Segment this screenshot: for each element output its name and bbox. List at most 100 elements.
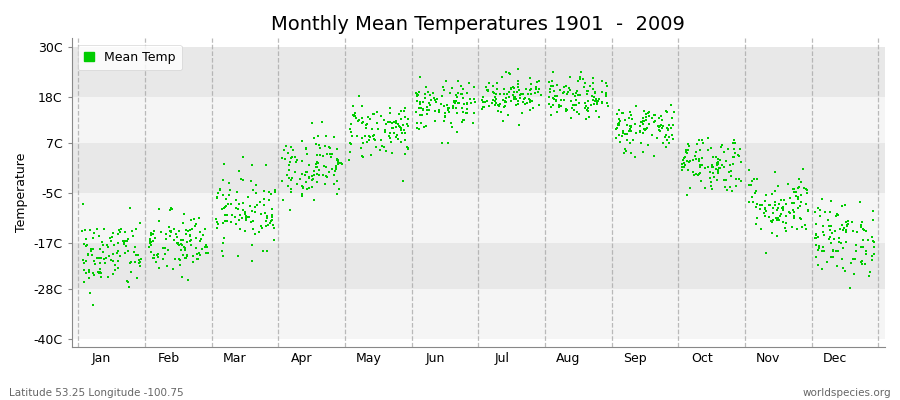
Point	[570, 108, 584, 115]
Point	[334, 160, 348, 166]
Point	[679, 149, 693, 155]
Point	[828, 228, 842, 234]
Point	[327, 172, 341, 178]
Point	[549, 109, 563, 116]
Point	[560, 106, 574, 113]
Point	[680, 146, 694, 153]
Point	[322, 150, 337, 157]
Point	[220, 217, 234, 224]
Point	[123, 260, 138, 266]
Point	[222, 187, 237, 194]
Point	[163, 228, 177, 234]
Point	[320, 174, 334, 180]
Point	[123, 268, 138, 275]
Point	[796, 166, 810, 172]
Point	[445, 85, 459, 92]
Point	[312, 145, 327, 151]
Point	[749, 220, 763, 227]
Point	[544, 112, 558, 118]
Point	[356, 115, 370, 121]
Point	[509, 88, 524, 95]
Point	[329, 146, 344, 152]
Point	[323, 145, 338, 152]
Point	[846, 256, 860, 262]
Point	[611, 120, 625, 127]
Point	[400, 145, 415, 152]
Point	[158, 236, 173, 243]
Point	[653, 122, 668, 128]
Point	[77, 240, 92, 247]
Point	[545, 69, 560, 75]
Point	[752, 206, 767, 212]
Point	[178, 245, 193, 252]
Point	[346, 112, 361, 118]
Point	[580, 88, 595, 94]
Point	[713, 165, 727, 171]
Point	[493, 90, 508, 97]
Point	[82, 268, 96, 275]
Point	[250, 202, 265, 208]
Point	[319, 163, 333, 170]
Point	[556, 97, 571, 104]
Point	[295, 171, 310, 178]
Point	[284, 144, 298, 150]
Point	[609, 126, 624, 132]
Point	[307, 172, 321, 178]
Point	[94, 273, 108, 280]
Point	[364, 152, 379, 158]
Point	[839, 229, 853, 235]
Point	[609, 135, 624, 141]
Point	[634, 118, 648, 125]
Point	[382, 129, 397, 136]
Point	[343, 149, 357, 155]
Point	[687, 172, 701, 178]
Point	[436, 84, 451, 91]
Point	[815, 244, 830, 251]
Point	[310, 160, 325, 166]
Point	[229, 196, 243, 203]
Point	[742, 182, 756, 188]
Point	[265, 212, 279, 218]
Point	[832, 239, 847, 246]
Point	[151, 206, 166, 212]
Point	[762, 214, 777, 220]
Point	[658, 132, 672, 138]
Point	[456, 117, 471, 124]
Point	[523, 97, 537, 103]
Point	[455, 109, 470, 115]
Point	[788, 209, 802, 216]
Point	[210, 225, 224, 231]
Point	[777, 196, 791, 203]
Point	[854, 222, 868, 228]
Point	[531, 89, 545, 96]
Point	[197, 244, 211, 251]
Point	[110, 250, 124, 257]
Point	[439, 78, 454, 84]
Point	[613, 118, 627, 124]
Point	[84, 247, 98, 254]
Point	[475, 106, 490, 112]
Point	[526, 105, 541, 111]
Point	[179, 253, 194, 260]
Point	[716, 177, 731, 183]
Point	[429, 99, 444, 105]
Point	[284, 188, 298, 195]
Point	[775, 204, 789, 211]
Point	[859, 251, 873, 257]
Point	[186, 216, 201, 222]
Point	[482, 103, 496, 110]
Point	[822, 222, 836, 229]
Point	[554, 102, 569, 109]
Point	[409, 90, 423, 96]
Point	[545, 102, 560, 108]
Point	[586, 80, 600, 86]
Point	[580, 106, 594, 113]
Point	[238, 211, 252, 217]
Point	[639, 126, 653, 132]
Point	[789, 226, 804, 232]
Point	[704, 145, 718, 152]
Point	[766, 210, 780, 217]
Point	[701, 164, 716, 170]
Point	[76, 201, 90, 207]
Point	[791, 194, 806, 200]
